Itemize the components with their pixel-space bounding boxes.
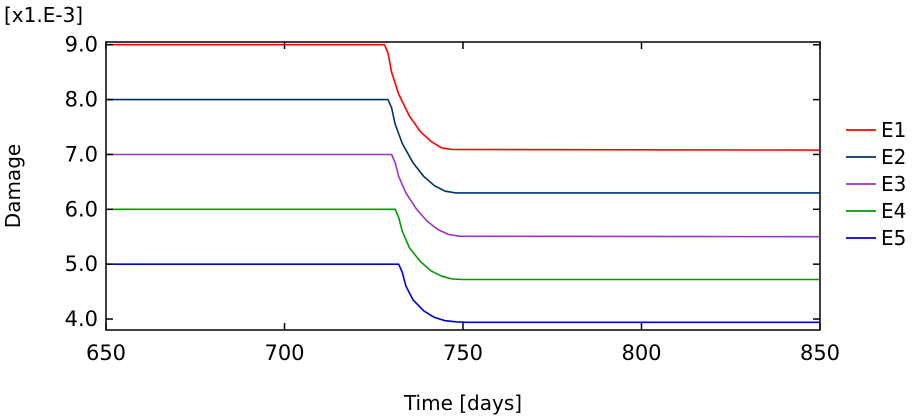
x-tick-label: 850 [800,341,840,365]
y-tick-label: 7.0 [65,142,98,166]
legend-label-e4: E4 [881,199,906,223]
y-tick-label: 4.0 [65,307,98,331]
y-tick-label: 6.0 [65,197,98,221]
legend-label-e2: E2 [881,145,906,169]
x-axis: 650 700 750 800 850 [86,42,840,365]
y-tick-label: 5.0 [65,252,98,276]
plot-area [105,41,821,331]
x-tick-label: 800 [621,341,661,365]
x-tick-label: 700 [264,341,304,365]
y-tick-label: 8.0 [65,88,98,112]
series-layer [106,43,821,324]
y-axis-title: Damage [1,144,25,228]
series-line-e3 [106,153,821,238]
series-line-e5 [106,263,820,324]
x-axis-title: Time [days] [403,391,522,415]
y-axis: 4.0 5.0 6.0 7.0 8.0 9.0 [65,33,820,331]
legend: E1 E2 E3 E4 E5 [846,118,906,250]
y-multiplier-label: [x1.E-3] [4,3,83,27]
x-tick-label: 650 [86,341,126,365]
y-tick-label: 9.0 [65,33,98,57]
legend-label-e3: E3 [881,172,906,196]
series-line-e1 [106,43,821,151]
series-line-e4 [106,208,820,281]
legend-label-e5: E5 [881,226,906,250]
legend-label-e1: E1 [881,118,906,142]
series-line-e2 [106,98,820,194]
x-tick-label: 750 [443,341,483,365]
